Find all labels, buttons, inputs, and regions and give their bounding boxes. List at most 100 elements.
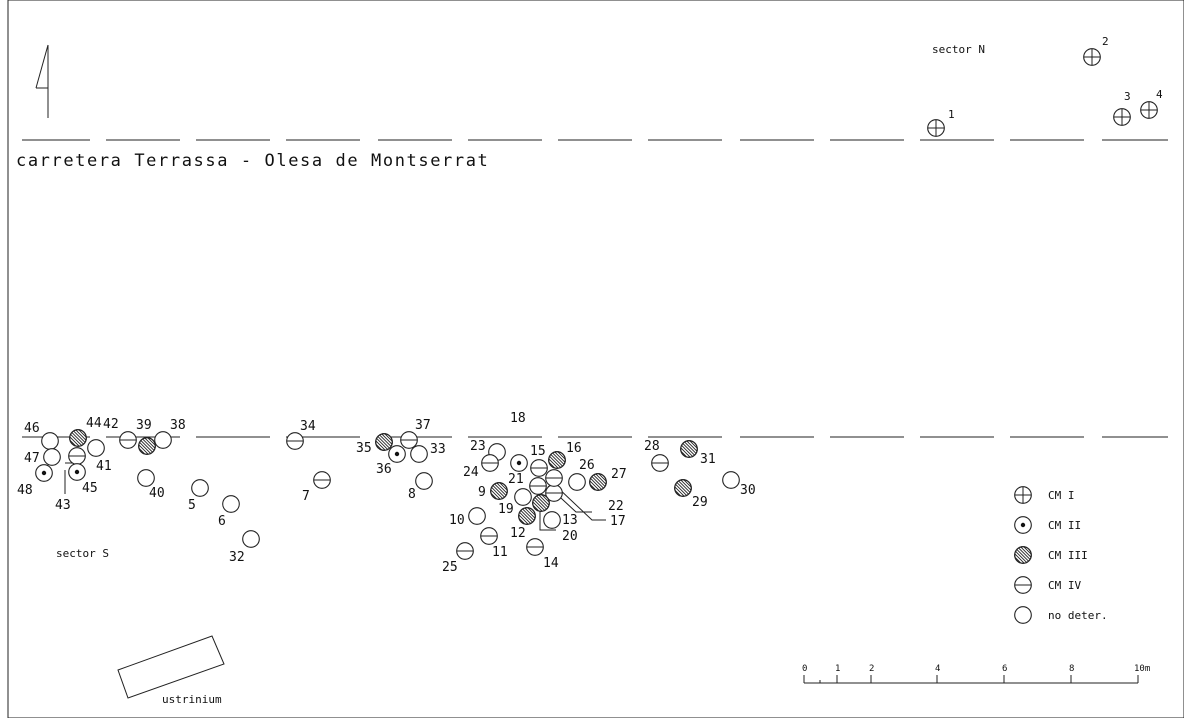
tomb-label: 42 [103, 417, 119, 432]
tomb-label: 40 [149, 486, 165, 501]
tomb-33 [410, 445, 428, 463]
scale-tick-label: 1 [835, 664, 840, 674]
tomb-label: 11 [492, 545, 508, 560]
tomb-label: 22 [608, 499, 624, 514]
tomb-label: 34 [300, 419, 316, 434]
tomb-label: 41 [96, 459, 112, 474]
north-arrow-icon [35, 44, 49, 118]
scale-tick-label: 4 [935, 664, 940, 674]
legend-label: CM III [1048, 549, 1088, 562]
tomb-38 [154, 431, 172, 449]
tomb-label: 5 [188, 498, 196, 513]
tomb-label: 48 [17, 483, 33, 498]
tomb-10 [468, 507, 486, 525]
tomb-22 [545, 469, 563, 487]
tomb-6 [222, 495, 240, 513]
legend-symbol-cm2 [1014, 516, 1032, 534]
legend: CM I CM II CM III CM IV no deter. [1014, 486, 1108, 624]
tomb-25 [456, 542, 474, 560]
tomb-label: 21 [508, 472, 524, 487]
scale-bar: 0 1 2 4 6 8 10m [802, 664, 1150, 684]
tomb-label: 17 [610, 514, 626, 529]
scale-tick-label: 10m [1134, 664, 1150, 674]
tomb-label: 30 [740, 483, 756, 498]
tomb-label: 13 [562, 513, 578, 528]
scale-tick-label: 6 [1002, 664, 1007, 674]
tomb-41 [87, 439, 105, 457]
sector-south-label: sector S [56, 547, 109, 560]
tomb-43 [68, 447, 86, 465]
tomb-15 [530, 459, 548, 477]
tomb-40 [137, 469, 155, 487]
legend-symbol-nd [1014, 606, 1032, 624]
tomb-label: 19 [498, 502, 514, 517]
tomb-label: 25 [442, 560, 458, 575]
tomb-label: 33 [430, 442, 446, 457]
tomb-label: 3 [1124, 90, 1131, 103]
tomb-16 [548, 451, 566, 469]
scale-tick-label: 2 [869, 664, 874, 674]
tomb-label: 43 [55, 498, 71, 513]
tomb-3 [1113, 108, 1131, 126]
sector-north-label: sector N [932, 43, 985, 56]
tomb-label: 29 [692, 495, 708, 510]
tomb-label: 39 [136, 418, 152, 433]
tomb-label: 46 [24, 421, 40, 436]
tomb-label: 31 [700, 452, 716, 467]
tomb-7 [313, 471, 331, 489]
tomb-label: 26 [579, 458, 595, 473]
tomb-label: 27 [611, 467, 627, 482]
tomb-28 [651, 454, 669, 472]
ustrinium-label: ustrinium [162, 693, 222, 706]
tomb-label: 23 [470, 439, 486, 454]
tomb-label: 4 [1156, 88, 1163, 101]
tomb-label: 9 [478, 485, 486, 500]
tomb-label: 15 [530, 444, 546, 459]
tomb-label: 45 [82, 481, 98, 496]
tomb-34 [286, 432, 304, 450]
tomb-18 [510, 454, 528, 472]
tomb-30 [722, 471, 740, 489]
tomb-47 [43, 448, 61, 466]
tomb-21 [529, 477, 547, 495]
legend-symbol-cm3 [1014, 546, 1032, 564]
tomb-label: 37 [415, 418, 431, 433]
tomb-label: 35 [356, 441, 372, 456]
legend-label: CM I [1048, 489, 1075, 502]
tomb-label: 20 [562, 529, 578, 544]
tomb-27 [589, 473, 607, 491]
tomb-label: 18 [510, 411, 526, 426]
road-label: carretera Terrassa - Olesa de Montserrat [16, 151, 489, 171]
tomb-label: 1 [948, 108, 955, 121]
tomb-5 [191, 479, 209, 497]
tomb-11 [480, 527, 498, 545]
tomb-label: 28 [644, 439, 660, 454]
tomb-45 [68, 463, 86, 481]
tomb-label: 38 [170, 418, 186, 433]
legend-label: CM II [1048, 519, 1081, 532]
scale-tick-label: 0 [802, 664, 807, 674]
tomb-label: 6 [218, 514, 226, 529]
tomb-2 [1083, 48, 1101, 66]
tomb-26 [568, 473, 586, 491]
drawing-frame [7, 0, 1184, 718]
tomb-label: 12 [510, 526, 526, 541]
tomb-label: 10 [449, 513, 465, 528]
tomb-label: 36 [376, 462, 392, 477]
tomb-label: 24 [463, 465, 479, 480]
legend-symbol-cm1 [1014, 486, 1032, 504]
tomb-42 [119, 431, 137, 449]
tomb-label: 8 [408, 487, 416, 502]
tomb-14 [526, 538, 544, 556]
tomb-label: 47 [24, 451, 40, 466]
tomb-4 [1140, 101, 1158, 119]
tomb-32 [242, 530, 260, 548]
tomb-1 [927, 119, 945, 137]
tomb-36 [388, 445, 406, 463]
legend-label: no deter. [1048, 609, 1108, 622]
tomb-46 [41, 432, 59, 450]
tomb-8 [415, 472, 433, 490]
tomb-label: 7 [302, 489, 310, 504]
